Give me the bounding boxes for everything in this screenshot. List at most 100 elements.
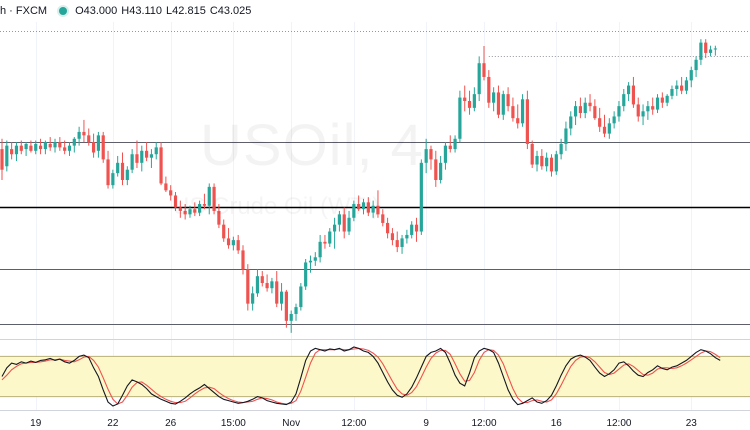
candle-body-73: [352, 204, 356, 218]
candle-body-137: [660, 97, 664, 103]
candle-28: [135, 140, 139, 168]
candle-141: [680, 76, 684, 95]
candle-body-143: [689, 70, 693, 81]
candle-body-59: [284, 291, 288, 321]
candle-56: [270, 277, 274, 294]
candle-145: [699, 39, 703, 65]
candle-body-25: [120, 162, 125, 180]
candle-body-81: [390, 233, 395, 241]
candle-body-5: [24, 143, 28, 150]
open-value: O43.000: [75, 5, 118, 17]
x-tick-label-1: 22: [107, 418, 119, 429]
candle-37: [178, 200, 182, 218]
candle-7: [34, 140, 38, 155]
candle-46: [222, 219, 226, 242]
candle-body-2: [10, 149, 14, 155]
candle-body-41: [198, 204, 202, 213]
candle-body-31: [149, 154, 154, 158]
candle-body-144: [694, 59, 698, 71]
price-levels: [0, 31, 750, 325]
candle-110: [530, 140, 534, 168]
stoch-band: [0, 356, 750, 397]
candle-body-147: [708, 49, 713, 53]
candle-19: [91, 133, 96, 158]
candle-129: [622, 88, 626, 112]
candle-105: [506, 87, 510, 112]
candle-66: [318, 234, 322, 263]
candle-0: [0, 138, 4, 180]
candle-body-26: [125, 169, 129, 180]
candle-30: [145, 142, 149, 162]
candle-body-105: [506, 94, 510, 107]
stoch-k-line: [1, 346, 721, 407]
candle-body-22: [106, 159, 110, 186]
candle-86: [414, 217, 419, 242]
candle-body-46: [222, 224, 226, 239]
candle-147: [708, 45, 713, 57]
candle-64: [308, 255, 313, 273]
candle-body-77: [371, 205, 375, 213]
candle-43: [207, 183, 211, 215]
x-tick-label-5: 12:00: [341, 418, 366, 429]
candle-61: [294, 303, 298, 321]
candle-body-125: [602, 126, 607, 134]
candle-body-48: [231, 240, 235, 246]
candle-42: [202, 193, 207, 210]
candle-body-63: [304, 262, 308, 287]
candle-body-20: [96, 135, 100, 151]
candle-79: [381, 209, 385, 227]
candle-107: [516, 104, 520, 129]
candle-body-92: [443, 145, 448, 163]
candle-body-146: [704, 42, 708, 53]
candle-130: [627, 82, 631, 101]
candle-108: [520, 94, 525, 127]
candle-122: [588, 94, 592, 112]
candle-body-0: [0, 149, 4, 170]
candle-143: [689, 66, 693, 88]
candle-23: [111, 169, 115, 189]
candle-body-40: [193, 209, 197, 213]
watermark-symbol: USOil, 4: [200, 112, 424, 179]
candle-136: [655, 94, 660, 114]
candle-body-11: [53, 142, 57, 148]
candle-53: [255, 269, 260, 297]
candle-body-43: [207, 186, 211, 206]
candle-58: [279, 283, 284, 311]
candle-29: [140, 145, 144, 172]
candles: [0, 39, 717, 333]
candle-body-65: [313, 257, 317, 261]
candle-body-34: [164, 183, 168, 191]
candle-body-19: [91, 142, 96, 153]
candle-body-14: [67, 145, 72, 151]
candle-body-135: [651, 106, 655, 110]
candle-52: [251, 286, 255, 311]
candle-77: [371, 200, 375, 218]
low-value: L42.815: [166, 5, 206, 17]
candle-body-108: [520, 99, 525, 124]
candle-25: [120, 152, 125, 186]
candle-117: [564, 121, 568, 151]
candle-95: [458, 90, 462, 143]
candle-14: [67, 142, 72, 156]
candle-body-104: [501, 94, 505, 115]
candle-80: [386, 217, 390, 239]
candle-body-140: [675, 85, 679, 89]
candle-120: [578, 97, 582, 119]
candle-49: [236, 234, 240, 254]
candle-133: [641, 104, 645, 126]
symbol-label[interactable]: h · FXCM: [0, 5, 48, 17]
candle-body-126: [607, 123, 611, 134]
candle-body-75: [361, 202, 366, 210]
candle-123: [593, 99, 597, 120]
candle-38: [183, 204, 187, 220]
candle-body-8: [38, 145, 43, 150]
candle-26: [125, 166, 129, 186]
candle-body-50: [241, 250, 245, 270]
candle-body-12: [58, 142, 62, 148]
candle-body-42: [202, 204, 207, 206]
candle-body-114: [549, 157, 554, 172]
candle-113: [545, 152, 549, 172]
candle-98: [472, 87, 476, 112]
candle-41: [198, 200, 202, 217]
